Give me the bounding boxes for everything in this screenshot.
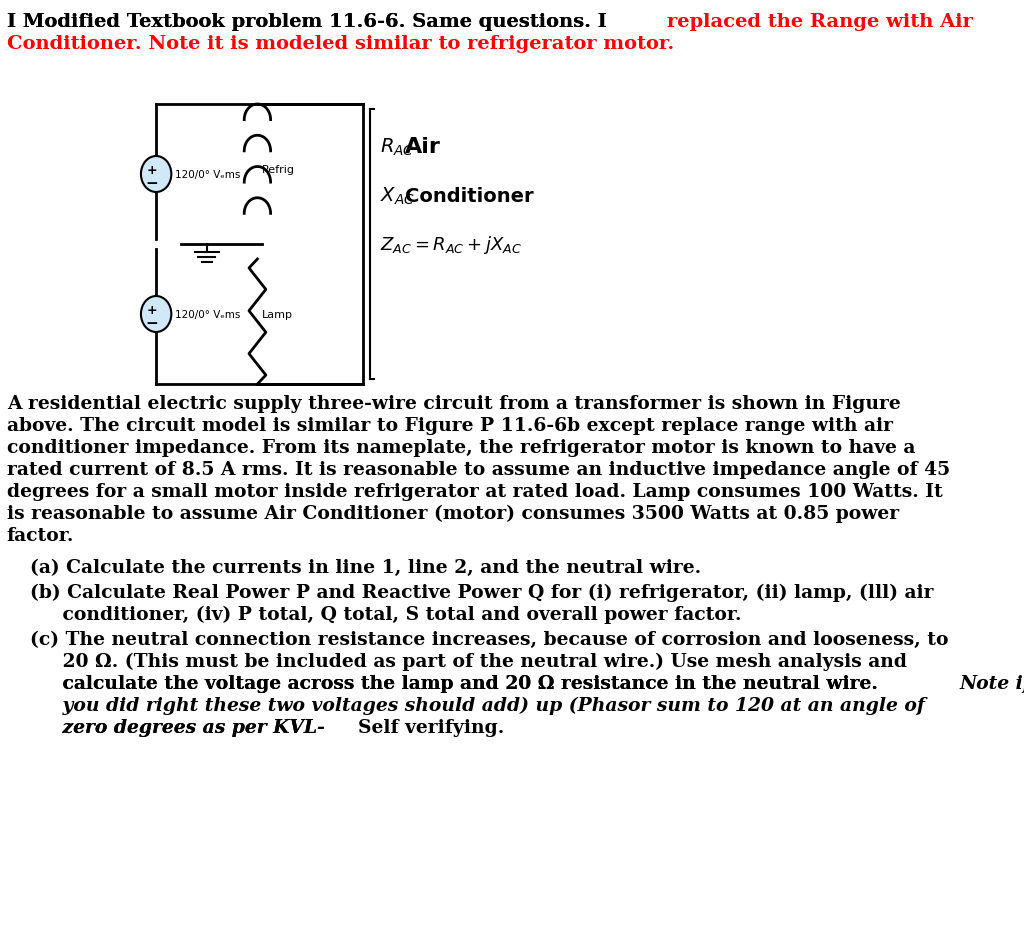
Text: Conditioner. Note it is modeled similar to refrigerator motor.: Conditioner. Note it is modeled similar …	[7, 35, 674, 53]
Text: you did right these two voltages should add) up (Phasor sum to 120 at an angle o: you did right these two voltages should …	[30, 696, 925, 715]
Text: 20 Ω. (This must be included as part of the neutral wire.) Use mesh analysis and: 20 Ω. (This must be included as part of …	[30, 652, 906, 670]
Text: I Modified Textbook problem 11.6-6. Same questions. I: I Modified Textbook problem 11.6-6. Same…	[7, 13, 613, 31]
Circle shape	[141, 157, 171, 193]
Text: calculate the voltage across the lamp and 20 Ω resistance in the neutral wire.: calculate the voltage across the lamp an…	[30, 674, 884, 692]
Circle shape	[141, 297, 171, 332]
Text: 120/0° Vₑms: 120/0° Vₑms	[175, 169, 240, 180]
Text: zero degrees as per KVL-: zero degrees as per KVL-	[30, 718, 331, 736]
Text: above. The circuit model is similar to Figure P 11.6-6b except replace range wit: above. The circuit model is similar to F…	[7, 417, 893, 434]
Text: zero degrees as per KVL-: zero degrees as per KVL-	[30, 718, 331, 736]
Text: $X_{AC}$: $X_{AC}$	[380, 185, 415, 207]
Text: +: +	[146, 165, 158, 177]
Text: 120/0° Vₑms: 120/0° Vₑms	[175, 309, 240, 320]
Text: Lamp: Lamp	[261, 309, 293, 320]
Text: calculate the voltage across the lamp and 20 Ω resistance in the neutral wire.: calculate the voltage across the lamp an…	[30, 674, 884, 692]
Text: Air: Air	[406, 137, 441, 157]
Text: (c) The neutral connection resistance increases, because of corrosion and loosen: (c) The neutral connection resistance in…	[30, 630, 948, 648]
Text: (a) Calculate the currents in line 1, line 2, and the neutral wire.: (a) Calculate the currents in line 1, li…	[30, 559, 700, 576]
Text: Conditioner: Conditioner	[406, 187, 534, 206]
Text: I Modified Textbook problem 11.6-6. Same questions. I: I Modified Textbook problem 11.6-6. Same…	[7, 13, 613, 31]
Text: rated current of 8.5 A rms. It is reasonable to assume an inductive impedance an: rated current of 8.5 A rms. It is reason…	[7, 461, 950, 479]
Text: Note if: Note if	[959, 674, 1024, 692]
Text: −: −	[145, 175, 159, 190]
Text: replaced the Range with Air: replaced the Range with Air	[668, 13, 973, 31]
Text: factor.: factor.	[7, 526, 74, 545]
Text: conditioner, (iv) P total, Q total, S total and overall power factor.: conditioner, (iv) P total, Q total, S to…	[30, 605, 741, 624]
Text: A residential electric supply three-wire circuit from a transformer is shown in : A residential electric supply three-wire…	[7, 394, 900, 412]
Text: is reasonable to assume Air Conditioner (motor) consumes 3500 Watts at 0.85 powe: is reasonable to assume Air Conditioner …	[7, 505, 899, 523]
Text: degrees for a small motor inside refrigerator at rated load. Lamp consumes 100 W: degrees for a small motor inside refrige…	[7, 483, 942, 501]
Text: conditioner impedance. From its nameplate, the refrigerator motor is known to ha: conditioner impedance. From its nameplat…	[7, 439, 915, 457]
Text: Self verifying.: Self verifying.	[357, 718, 504, 736]
Text: +: +	[146, 305, 158, 317]
Text: (b) Calculate Real Power P and Reactive Power Q for (i) refrigerator, (ii) lamp,: (b) Calculate Real Power P and Reactive …	[30, 584, 933, 602]
Text: Refrig: Refrig	[261, 165, 295, 175]
Text: $R_{AC}$: $R_{AC}$	[380, 136, 414, 157]
Text: $Z_{AC}=R_{AC}+jX_{AC}$: $Z_{AC}=R_{AC}+jX_{AC}$	[380, 234, 522, 256]
Text: −: −	[145, 315, 159, 330]
